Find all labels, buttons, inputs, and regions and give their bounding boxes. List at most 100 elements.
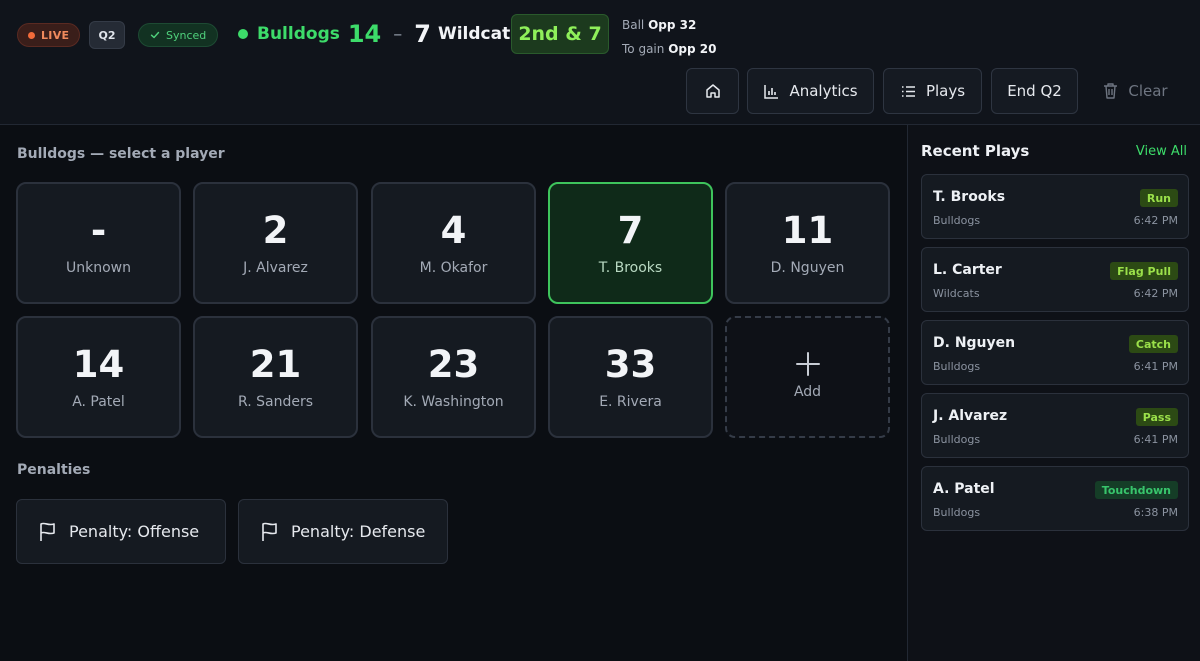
play-team-name: Wildcats <box>933 287 980 300</box>
sync-label: Synced <box>166 28 207 42</box>
home-icon <box>704 82 722 100</box>
plus-icon <box>795 346 821 377</box>
play-timestamp: 6:42 PM <box>1133 214 1178 227</box>
play-team-name: Bulldogs <box>933 214 981 227</box>
ball-position-row: Ball Opp 32 <box>622 13 716 37</box>
recent-play-item[interactable]: D. Nguyen Bulldogs Catch 6:41 PM <box>921 320 1189 385</box>
ball-value: Opp 32 <box>648 18 697 32</box>
list-icon <box>900 83 917 100</box>
flag-icon <box>260 521 280 543</box>
play-type-badge: Touchdown <box>1094 481 1178 499</box>
play-team-name: Bulldogs <box>933 360 981 373</box>
plays-button[interactable]: Plays <box>883 68 982 114</box>
live-label: LIVE <box>41 28 70 42</box>
player-number: 4 <box>440 209 467 252</box>
player-number: 14 <box>72 343 125 386</box>
play-timestamp: 6:38 PM <box>1133 506 1178 519</box>
recent-play-item[interactable]: T. Brooks Bulldogs Run 6:42 PM <box>921 174 1189 239</box>
player-name: R. Sanders <box>237 394 314 410</box>
play-player-name: A. Patel <box>933 481 995 497</box>
player-number: 21 <box>249 343 302 386</box>
player-name: A. Patel <box>72 394 125 410</box>
sync-status-badge: Synced <box>138 23 219 47</box>
recent-play-item[interactable]: J. Alvarez Bulldogs Pass 6:41 PM <box>921 393 1189 458</box>
player-card-7-selected[interactable]: 7 T. Brooks <box>548 182 713 304</box>
analytics-label: Analytics <box>789 82 858 100</box>
scoreboard: Bulldogs 14 – 7 Wildcats <box>238 18 520 50</box>
header-bar: LIVE Q2 Synced Bulldogs 14 – 7 Wildcats … <box>0 0 1200 125</box>
player-number: 23 <box>427 343 480 386</box>
player-card-unknown[interactable]: - Unknown <box>16 182 181 304</box>
play-player-name: T. Brooks <box>933 189 1006 205</box>
score-separator: – <box>393 23 403 45</box>
player-name: D. Nguyen <box>770 260 845 276</box>
play-timestamp: 6:42 PM <box>1133 287 1178 300</box>
play-player-name: L. Carter <box>933 262 1002 278</box>
penalties-title: Penalties <box>17 462 91 478</box>
recent-plays-title: Recent Plays <box>921 142 1030 160</box>
bar-chart-icon <box>763 83 780 100</box>
player-name: Unknown <box>66 260 131 276</box>
add-player-label: Add <box>793 384 822 400</box>
play-team-name: Bulldogs <box>933 433 981 446</box>
penalty-offense-label: Penalty: Offense <box>69 522 200 541</box>
player-card-11[interactable]: 11 D. Nguyen <box>725 182 890 304</box>
roster-title: Bulldogs — select a player <box>17 146 225 162</box>
player-card-4[interactable]: 4 M. Okafor <box>371 182 536 304</box>
player-name: K. Washington <box>403 394 504 410</box>
player-name: J. Alvarez <box>243 260 308 276</box>
home-team-dot-icon <box>238 29 248 39</box>
player-number: - <box>90 209 107 252</box>
add-player-button[interactable]: Add <box>725 316 890 438</box>
home-team-score: 14 <box>347 20 382 48</box>
view-all-link[interactable]: View All <box>1135 144 1187 159</box>
play-type-badge: Flag Pull <box>1110 262 1178 280</box>
live-dot-icon <box>28 31 35 39</box>
down-distance-badge: 2nd & 7 <box>511 14 609 54</box>
clear-label: Clear <box>1128 82 1168 100</box>
home-team-name: Bulldogs <box>257 24 340 44</box>
player-name: E. Rivera <box>599 394 662 410</box>
to-gain-row: To gain Opp 20 <box>622 37 716 61</box>
play-type-badge: Pass <box>1135 408 1178 426</box>
recent-plays-panel: Recent Plays View All T. Brooks Bulldogs… <box>907 125 1200 661</box>
player-name: T. Brooks <box>598 260 663 276</box>
penalty-defense-button[interactable]: Penalty: Defense <box>238 499 448 564</box>
player-number: 7 <box>617 209 644 252</box>
play-timestamp: 6:41 PM <box>1133 360 1178 373</box>
play-type-badge: Catch <box>1128 335 1178 353</box>
trash-icon <box>1102 82 1119 100</box>
player-number: 2 <box>262 209 289 252</box>
penalty-offense-button[interactable]: Penalty: Offense <box>16 499 226 564</box>
player-card-14[interactable]: 14 A. Patel <box>16 316 181 438</box>
field-position-info: Ball Opp 32 To gain Opp 20 <box>622 13 716 61</box>
recent-play-item[interactable]: L. Carter Wildcats Flag Pull 6:42 PM <box>921 247 1189 312</box>
plays-label: Plays <box>925 82 966 100</box>
clear-button[interactable]: Clear <box>1090 68 1180 114</box>
player-card-33[interactable]: 33 E. Rivera <box>548 316 713 438</box>
player-card-2[interactable]: 2 J. Alvarez <box>193 182 358 304</box>
play-player-name: D. Nguyen <box>933 335 1016 351</box>
to-gain-value: Opp 20 <box>668 42 717 56</box>
live-badge: LIVE <box>17 23 81 47</box>
home-button[interactable] <box>686 68 739 114</box>
check-icon <box>150 30 160 40</box>
player-number: 11 <box>781 209 834 252</box>
player-number: 33 <box>604 343 657 386</box>
player-name: M. Okafor <box>419 260 488 276</box>
flag-icon <box>38 521 58 543</box>
player-card-23[interactable]: 23 K. Washington <box>371 316 536 438</box>
analytics-button[interactable]: Analytics <box>747 68 874 114</box>
penalty-defense-label: Penalty: Defense <box>291 522 426 541</box>
play-timestamp: 6:41 PM <box>1133 433 1178 446</box>
away-team-name: Wildcats <box>437 24 521 44</box>
ball-label: Ball <box>622 18 645 32</box>
play-type-badge: Run <box>1139 189 1178 207</box>
to-gain-label: To gain <box>622 42 665 56</box>
player-card-21[interactable]: 21 R. Sanders <box>193 316 358 438</box>
quarter-badge: Q2 <box>89 21 125 49</box>
away-team-score: 7 <box>414 20 431 48</box>
recent-play-item[interactable]: A. Patel Bulldogs Touchdown 6:38 PM <box>921 466 1189 531</box>
end-quarter-button[interactable]: End Q2 <box>991 68 1078 114</box>
